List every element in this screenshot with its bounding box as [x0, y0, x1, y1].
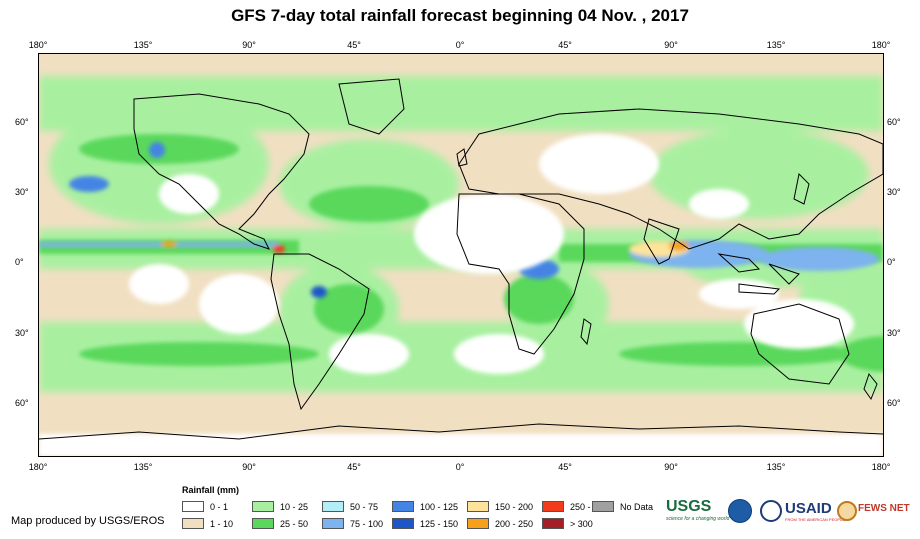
legend-label: 10 - 25: [280, 501, 309, 512]
legend-label: 75 - 100: [350, 518, 384, 529]
legend-swatch: [182, 518, 204, 529]
legend-swatch: [322, 501, 344, 512]
noaa-seal-icon: [728, 499, 752, 523]
legend-item: 10 - 25: [252, 500, 308, 513]
map-credit: Map produced by USGS/EROS: [11, 515, 165, 527]
lon-tick-label: 180°: [28, 462, 48, 472]
legend-label: 25 - 50: [280, 518, 309, 529]
rainfall-map-canvas: [39, 54, 883, 456]
lat-tick-label: 0°: [887, 257, 896, 267]
lon-tick-label: 135°: [766, 462, 786, 472]
usgs-wordmark: USGS: [666, 498, 712, 515]
lon-tick-label: 0°: [455, 40, 465, 50]
fewsnet-globe-icon: [837, 501, 857, 521]
usgs-logo: USGS science for a changing world: [666, 498, 729, 522]
lat-tick-label: 30°: [15, 187, 29, 197]
lat-tick-label: 60°: [887, 398, 901, 408]
legend-swatch: [252, 518, 274, 529]
lon-tick-label: 180°: [871, 462, 891, 472]
lon-tick-label: 135°: [133, 40, 153, 50]
legend: 0 - 1 1 - 10 10 - 25 25 - 50 50 - 75 75 …: [182, 500, 662, 534]
lat-tick-label: 30°: [887, 328, 901, 338]
lon-tick-label: 45°: [347, 40, 361, 50]
legend-item: 200 - 250: [467, 517, 533, 530]
legend-item: > 300: [542, 517, 593, 530]
legend-label: 0 - 1: [210, 501, 229, 512]
legend-label: 1 - 10: [210, 518, 234, 529]
legend-swatch: [542, 518, 564, 529]
usaid-seal-icon: [760, 500, 782, 522]
legend-swatch: [322, 518, 344, 529]
dry-zones: [39, 134, 883, 456]
legend-label: 125 - 150: [420, 518, 459, 529]
legend-swatch: [542, 501, 564, 512]
legend-swatch: [467, 518, 489, 529]
legend-item: 75 - 100: [322, 517, 383, 530]
legend-label: No Data: [620, 501, 654, 512]
lon-tick-label: 135°: [133, 462, 153, 472]
lon-tick-label: 180°: [28, 40, 48, 50]
lat-tick-label: 60°: [15, 117, 29, 127]
legend-item: No Data: [592, 500, 653, 513]
fewsnet-logo: FEWS NET: [858, 503, 910, 514]
lat-tick-label: 30°: [15, 328, 29, 338]
legend-swatch: [592, 501, 614, 512]
legend-label: > 300: [570, 518, 593, 529]
legend-item: 125 - 150: [392, 517, 458, 530]
legend-label: 200 - 250: [495, 518, 534, 529]
legend-label: 50 - 75: [350, 501, 379, 512]
usaid-tagline: FROM THE AMERICAN PEOPLE: [785, 517, 845, 522]
legend-label: 100 - 125: [420, 501, 459, 512]
lon-tick-label: 90°: [242, 462, 256, 472]
lon-tick-label: 90°: [242, 40, 256, 50]
usaid-logo: USAID FROM THE AMERICAN PEOPLE: [785, 500, 845, 522]
lat-tick-label: 60°: [15, 398, 29, 408]
legend-label: 150 - 200: [495, 501, 534, 512]
lon-tick-label: 90°: [664, 462, 678, 472]
lat-tick-label: 0°: [15, 257, 24, 267]
lon-tick-label: 0°: [455, 462, 465, 472]
legend-label: 250 - 300: [570, 501, 609, 512]
legend-swatch: [252, 501, 274, 512]
lon-tick-label: 180°: [871, 40, 891, 50]
legend-swatch: [392, 501, 414, 512]
legend-item: 25 - 50: [252, 517, 308, 530]
map-title: GFS 7-day total rainfall forecast beginn…: [231, 6, 689, 25]
lon-tick-label: 45°: [558, 40, 572, 50]
legend-item: 0 - 1: [182, 500, 228, 513]
lon-tick-label: 45°: [347, 462, 361, 472]
lon-tick-label: 45°: [558, 462, 572, 472]
legend-title: Rainfall (mm): [182, 485, 240, 495]
lon-tick-label: 135°: [766, 40, 786, 50]
usgs-tagline: science for a changing world: [666, 516, 730, 522]
legend-item: 150 - 200: [467, 500, 533, 513]
legend-item: 50 - 75: [322, 500, 378, 513]
legend-swatch: [467, 501, 489, 512]
legend-swatch: [182, 501, 204, 512]
lon-tick-label: 90°: [664, 40, 678, 50]
legend-item: 100 - 125: [392, 500, 458, 513]
legend-item: 1 - 10: [182, 517, 233, 530]
lat-tick-label: 60°: [887, 117, 901, 127]
legend-item: 250 - 300: [542, 500, 608, 513]
lat-tick-label: 30°: [887, 187, 901, 197]
coastlines: [39, 78, 883, 440]
legend-swatch: [392, 518, 414, 529]
rainfall-map[interactable]: [38, 53, 884, 457]
usaid-wordmark: USAID: [785, 500, 832, 517]
